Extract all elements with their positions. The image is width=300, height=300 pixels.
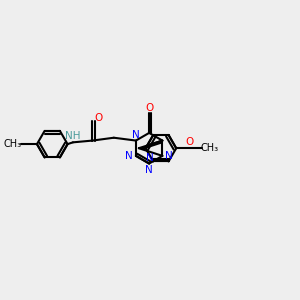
Text: N: N	[145, 165, 153, 175]
Text: NH: NH	[65, 131, 81, 141]
Text: O: O	[145, 103, 153, 113]
Text: CH₃: CH₃	[201, 143, 219, 153]
Text: N: N	[165, 151, 173, 161]
Text: N: N	[132, 130, 140, 140]
Text: O: O	[94, 113, 102, 123]
Text: O: O	[186, 137, 194, 147]
Text: N: N	[146, 152, 154, 163]
Text: CH₃: CH₃	[3, 139, 22, 149]
Text: N: N	[125, 151, 133, 161]
